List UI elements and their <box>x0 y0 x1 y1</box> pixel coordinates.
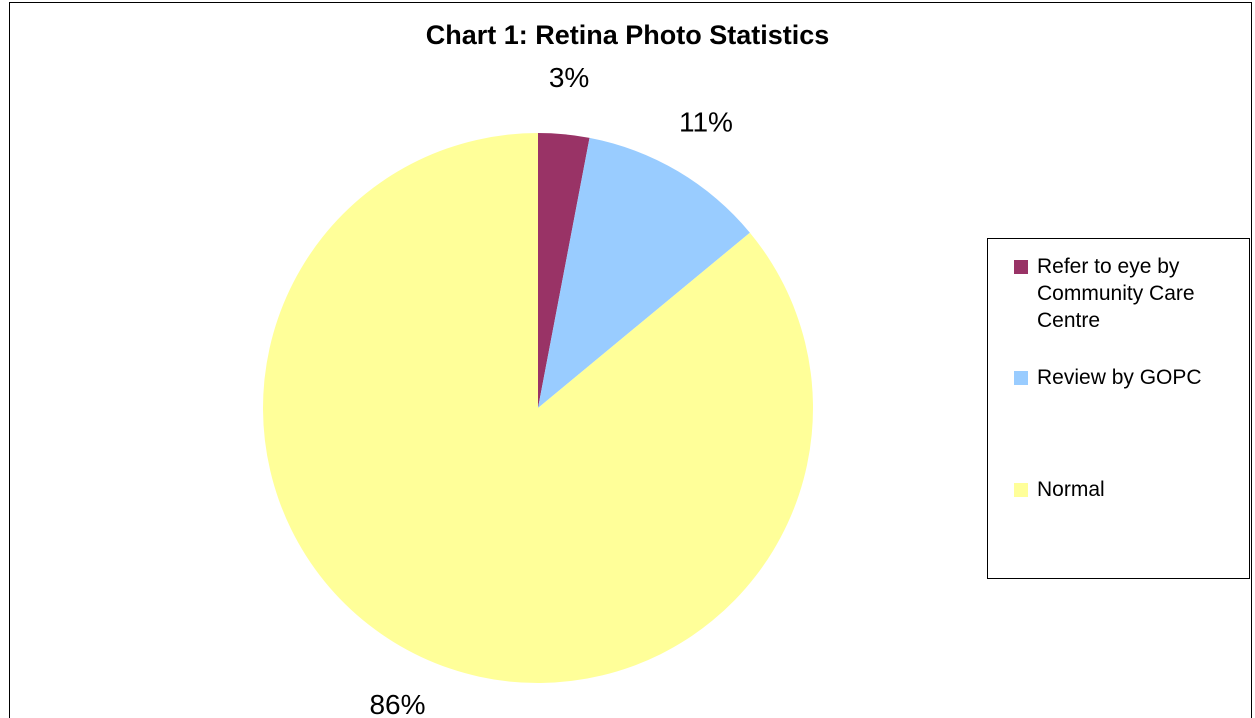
legend-swatch-review <box>1014 371 1028 385</box>
pie-slice-refer <box>538 133 590 408</box>
legend-swatch-refer <box>1014 260 1028 274</box>
data-label-refer: 3% <box>549 62 589 93</box>
pie-slice-normal <box>262 133 813 683</box>
legend-label-refer: Refer to eye by Community Care Centre <box>1037 255 1195 332</box>
legend-label-normal: Normal <box>1037 478 1105 501</box>
data-label-normal: 86% <box>369 689 425 718</box>
legend-label-review: Review by GOPC <box>1037 366 1202 389</box>
legend: Refer to eye by Community Care Centre Re… <box>987 238 1250 579</box>
chart-title: Chart 1: Retina Photo Statistics <box>425 20 830 50</box>
pie-slice-review <box>538 137 750 408</box>
data-label-review: 11% <box>679 106 733 137</box>
legend-swatch-normal <box>1014 483 1028 497</box>
